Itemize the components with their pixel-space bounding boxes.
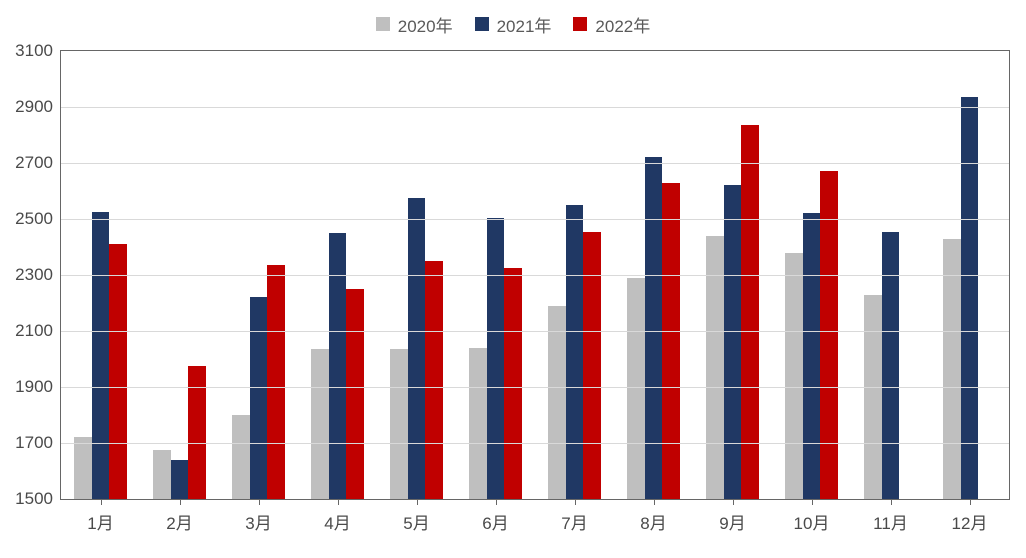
bar-2022年-5月 bbox=[425, 261, 442, 499]
y-axis-label-2700: 2700 bbox=[15, 153, 61, 173]
gridline-1700 bbox=[61, 443, 1009, 444]
x-axis-label-6: 7月 bbox=[561, 499, 587, 534]
gridline-2900 bbox=[61, 107, 1009, 108]
bar-2021年-8月 bbox=[645, 157, 662, 499]
bar-2021年-2月 bbox=[171, 460, 188, 499]
bar-2020年-5月 bbox=[390, 349, 407, 499]
bar-2020年-4月 bbox=[311, 349, 328, 499]
bar-2021年-4月 bbox=[329, 233, 346, 499]
bar-2021年-10月 bbox=[803, 213, 820, 499]
legend-label-2: 2022年 bbox=[595, 12, 650, 37]
x-axis-label-4: 5月 bbox=[403, 499, 429, 534]
y-axis-label-1500: 1500 bbox=[15, 489, 61, 509]
bar-2022年-3月 bbox=[267, 265, 284, 499]
legend: 2020年 2021年 2022年 bbox=[0, 8, 1026, 40]
bar-2020年-10月 bbox=[785, 253, 802, 499]
y-axis-label-1900: 1900 bbox=[15, 377, 61, 397]
bar-2020年-1月 bbox=[74, 437, 91, 499]
x-axis-label-3: 4月 bbox=[324, 499, 350, 534]
x-axis-label-2: 3月 bbox=[245, 499, 271, 534]
monthly-bar-chart: 2020年2021年2022年 150017001900210023002500… bbox=[0, 0, 1026, 558]
bar-2021年-6月 bbox=[487, 218, 504, 499]
bar-2021年-5月 bbox=[408, 198, 425, 499]
bar-2022年-10月 bbox=[820, 171, 837, 499]
x-axis-label-7: 8月 bbox=[640, 499, 666, 534]
bar-2020年-12月 bbox=[943, 239, 960, 499]
legend-item-2: 2022年 bbox=[573, 12, 650, 37]
gridline-2700 bbox=[61, 163, 1009, 164]
y-axis-label-3100: 3100 bbox=[15, 41, 61, 61]
bar-2020年-6月 bbox=[469, 348, 486, 499]
bar-2022年-6月 bbox=[504, 268, 521, 499]
bar-2022年-1月 bbox=[109, 244, 126, 499]
bar-2022年-7月 bbox=[583, 232, 600, 499]
legend-swatch-2 bbox=[573, 17, 587, 31]
bar-2021年-9月 bbox=[724, 185, 741, 499]
bar-2022年-4月 bbox=[346, 289, 363, 499]
x-axis-label-1: 2月 bbox=[166, 499, 192, 534]
y-axis-label-1700: 1700 bbox=[15, 433, 61, 453]
bar-2021年-11月 bbox=[882, 232, 899, 499]
gridline-1900 bbox=[61, 387, 1009, 388]
x-axis-label-11: 12月 bbox=[952, 499, 988, 534]
legend-item-1: 2021年 bbox=[475, 12, 552, 37]
x-axis-label-9: 10月 bbox=[794, 499, 830, 534]
x-axis-label-5: 6月 bbox=[482, 499, 508, 534]
bar-2022年-8月 bbox=[662, 183, 679, 499]
y-axis-label-2100: 2100 bbox=[15, 321, 61, 341]
legend-swatch-1 bbox=[475, 17, 489, 31]
x-axis-label-0: 1月 bbox=[87, 499, 113, 534]
x-axis-label-10: 11月 bbox=[873, 499, 908, 534]
bar-2021年-3月 bbox=[250, 297, 267, 499]
bar-2021年-7月 bbox=[566, 205, 583, 499]
bar-2022年-2月 bbox=[188, 366, 205, 499]
y-axis-label-2900: 2900 bbox=[15, 97, 61, 117]
bar-2021年-12月 bbox=[961, 97, 978, 499]
legend-swatch-0 bbox=[376, 17, 390, 31]
gridline-2100 bbox=[61, 331, 1009, 332]
bar-2021年-1月 bbox=[92, 212, 109, 499]
bar-2020年-3月 bbox=[232, 415, 249, 499]
bar-2020年-2月 bbox=[153, 450, 170, 499]
y-axis-label-2300: 2300 bbox=[15, 265, 61, 285]
x-axis-label-8: 9月 bbox=[719, 499, 745, 534]
gridline-2300 bbox=[61, 275, 1009, 276]
bar-2020年-11月 bbox=[864, 295, 881, 499]
y-axis-label-2500: 2500 bbox=[15, 209, 61, 229]
gridline-2500 bbox=[61, 219, 1009, 220]
bar-2020年-7月 bbox=[548, 306, 565, 499]
legend-label-0: 2020年 bbox=[398, 12, 453, 37]
legend-item-0: 2020年 bbox=[376, 12, 453, 37]
legend-label-1: 2021年 bbox=[497, 12, 552, 37]
bar-2020年-8月 bbox=[627, 278, 644, 499]
plot-area: 1500170019002100230025002700290031001月2月… bbox=[60, 50, 1010, 500]
